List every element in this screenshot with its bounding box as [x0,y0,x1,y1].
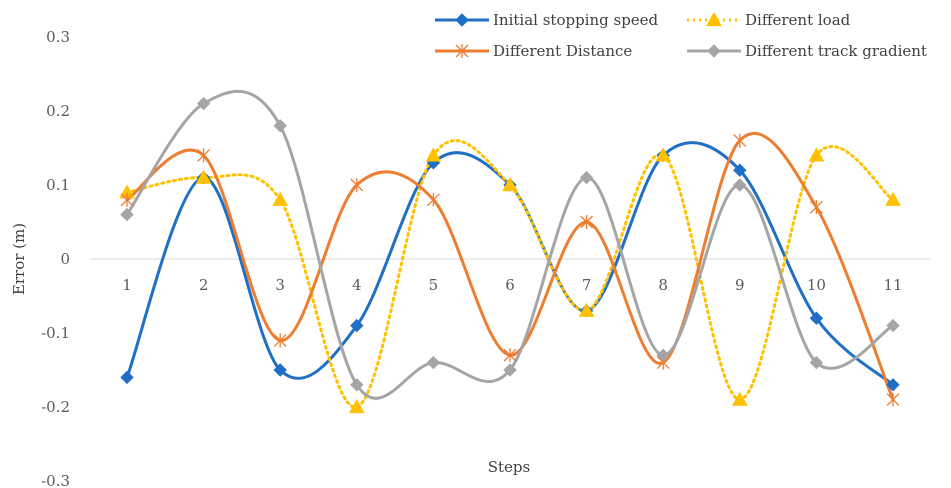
legend-marker [455,44,469,58]
data-point [886,378,900,392]
y-tick-label: -0.2 [41,398,70,416]
data-point [502,176,518,192]
x-tick-label: 10 [807,276,826,294]
x-tick-label: 6 [505,276,515,294]
legend-label: Initial stopping speed [493,11,659,29]
data-point [733,133,747,148]
legend-item: Different load [687,11,851,29]
series-markers [119,96,901,414]
y-tick-label: 0.2 [46,102,70,120]
legend-item: Initial stopping speed [435,11,659,29]
series-line [125,141,895,387]
data-point [656,348,670,362]
data-point [503,348,517,363]
x-tick-label: 3 [275,276,285,294]
data-point [120,192,134,207]
y-axis-title: Error (m) [10,223,28,295]
data-point [426,355,441,370]
y-tick-label: -0.3 [41,472,70,488]
data-point [273,119,287,133]
legend-marker [455,13,469,27]
y-tick-label: 0 [60,250,70,268]
legend-item: Different Distance [435,42,632,60]
x-tick-label: 9 [735,276,745,294]
y-axis-ticks: -0.3 -0.2 -0.1 0 0.1 0.2 0.3 [41,28,70,488]
data-point [426,192,440,207]
data-point [273,333,287,348]
data-point [580,215,594,229]
data-point [197,148,211,163]
x-tick-label: 4 [352,276,362,294]
data-point [425,147,442,162]
legend-label: Different track gradient [745,42,927,60]
y-tick-label: -0.1 [41,324,70,342]
data-point [120,207,134,222]
data-point [503,363,517,377]
data-point [578,302,595,317]
x-tick-label: 1 [122,276,132,294]
data-point [348,398,365,414]
data-point [731,391,748,406]
series-line [125,139,895,409]
x-axis-ticks: 1 2 3 4 5 6 7 8 9 10 11 [122,276,902,294]
x-axis-title: Steps [488,458,530,476]
data-point [195,169,212,184]
data-point [809,355,824,370]
legend-label: Different load [745,11,851,29]
data-point [733,163,747,177]
y-tick-label: 0.3 [46,28,70,46]
data-point [350,318,364,333]
x-tick-label: 8 [658,276,668,294]
x-tick-label: 7 [582,276,592,294]
data-point [886,318,900,333]
data-point [809,311,824,325]
data-point [886,392,900,407]
data-point [272,191,289,206]
data-point [350,378,364,392]
data-point [808,147,825,162]
data-point [196,96,211,111]
x-tick-label: 5 [429,276,439,294]
data-point [273,363,287,377]
y-tick-label: 0.1 [46,176,70,194]
legend-marker [707,44,721,58]
chart-legend: Initial stopping speed Different load Diff… [435,11,927,60]
data-point [733,178,747,192]
legend-label: Different Distance [493,42,632,60]
x-tick-label: 2 [199,276,209,294]
data-point [579,170,594,185]
data-point [350,178,364,192]
data-point [885,191,901,206]
x-tick-label: 11 [883,276,902,294]
data-point [655,147,672,162]
data-point [809,200,823,215]
legend-item: Different track gradient [687,42,927,60]
legend-marker [706,11,722,27]
data-point [120,370,134,385]
